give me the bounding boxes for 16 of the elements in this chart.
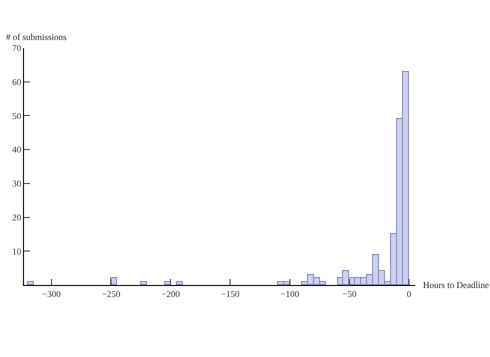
x-tick-label: −200 <box>161 288 180 299</box>
x-axis-title: Hours to Deadline <box>423 280 489 290</box>
y-tick-label: 60 <box>12 77 22 88</box>
x-tick-label: −100 <box>280 288 300 299</box>
y-tick-label: 50 <box>12 110 22 121</box>
x-tick-label: −150 <box>220 288 240 299</box>
y-tick-label: 40 <box>12 144 22 155</box>
x-tick-label: −50 <box>342 288 357 299</box>
y-axis-title: # of submissions <box>6 32 68 42</box>
y-tick-label: 30 <box>12 178 22 189</box>
y-tick-label: 20 <box>12 212 22 222</box>
x-tick-label: −250 <box>102 288 121 299</box>
y-tick-label: 10 <box>12 246 22 256</box>
x-tick-label: −300 <box>42 288 62 299</box>
y-tick-label: 70 <box>12 43 22 54</box>
x-tick-label: 0 <box>406 288 412 299</box>
